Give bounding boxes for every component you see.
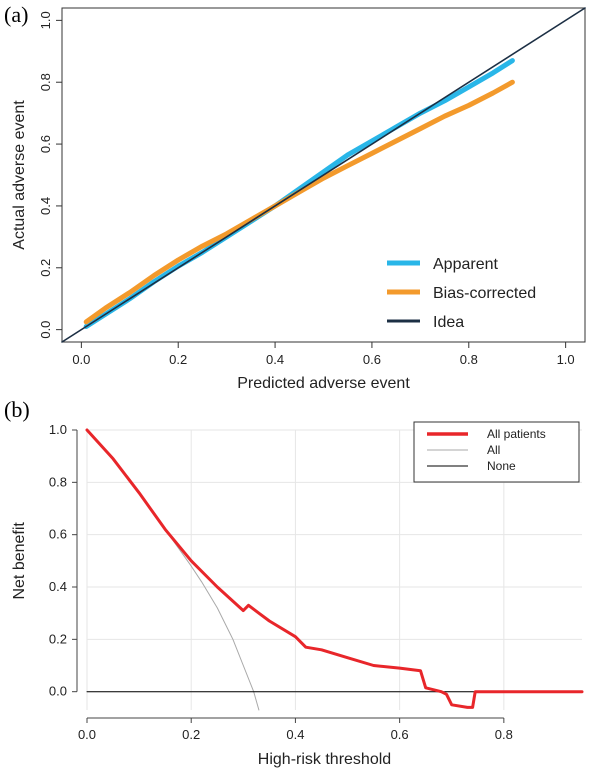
y-tick-label: 0.2: [38, 259, 53, 277]
x-axis-title: High-risk threshold: [258, 751, 391, 768]
series-line-bias-corrected: [83, 79, 515, 325]
y-axis-ticks: 0.0 0.2 0.4 0.6 0.8 1.0: [38, 11, 62, 339]
y-axis-title: Actual adverse event: [11, 100, 28, 250]
x-axis-ticks: 0.0 0.2 0.4 0.6 0.8: [78, 717, 513, 742]
y-tick-label: 0.4: [49, 579, 67, 594]
series-line-idea: [61, 7, 586, 343]
legend-label-bias-corrected: Bias-corrected: [433, 285, 536, 302]
x-tick-label: 0.6: [391, 727, 409, 742]
x-tick-label: 0.2: [169, 352, 187, 367]
x-tick-label: 0.8: [460, 352, 478, 367]
y-tick-label: 1.0: [38, 11, 53, 29]
y-tick-label: 0.0: [38, 321, 53, 339]
panel-a-label: (a): [4, 2, 28, 27]
legend-box: [413, 421, 580, 483]
x-tick-label: 0.4: [266, 352, 284, 367]
y-tick-label: 0.0: [49, 684, 67, 699]
legend: All patients All None: [413, 421, 580, 483]
x-tick-label: 1.0: [557, 352, 575, 367]
legend-label-apparent: Apparent: [433, 256, 498, 273]
series-lines: [85, 428, 584, 711]
x-tick-label: 0.2: [182, 727, 200, 742]
x-tick-label: 0.8: [495, 727, 513, 742]
series-lines: [61, 7, 586, 343]
legend-label-all: All: [487, 443, 500, 457]
plot-area-frame: [61, 7, 586, 343]
series-line-all: [86, 429, 260, 711]
y-tick-label: 0.6: [49, 527, 67, 542]
y-axis-ticks: 0.0 0.2 0.4 0.6 0.8 1.0: [49, 422, 78, 699]
y-tick-label: 0.8: [38, 73, 53, 91]
x-tick-label: 0.0: [78, 727, 96, 742]
panel-b-label: (b): [4, 397, 30, 422]
y-tick-label: 0.2: [49, 631, 67, 646]
x-axis-ticks: 0.0 0.2 0.4 0.6 0.8 1.0: [72, 342, 575, 367]
series-line-all-patients: [85, 428, 584, 709]
calibration-panel: (a) 0.0 0.2 0.4 0.6 0.8 1.0 0.0 0.2 0.4 0.6 0.8 1.…: [4, 2, 586, 392]
legend: Apparent Bias-corrected Idea: [387, 256, 536, 331]
y-axis-title: Net benefit: [11, 522, 28, 600]
series-line-apparent: [83, 58, 515, 329]
x-axis-title: Predicted adverse event: [237, 375, 410, 392]
y-tick-label: 0.4: [38, 197, 53, 215]
legend-label-none: None: [487, 459, 516, 473]
x-tick-label: 0.6: [363, 352, 381, 367]
y-tick-label: 0.8: [49, 474, 67, 489]
legend-label-all-patients: All patients: [487, 427, 546, 441]
decision-curve-panel: (b) 0.0 0.2 0.4 0.6 0.8 0.0 0.2 0.4 0.6 0.8 1.0 H…: [4, 397, 584, 768]
x-tick-label: 0.0: [72, 352, 90, 367]
x-tick-label: 0.4: [286, 727, 304, 742]
y-tick-label: 1.0: [49, 422, 67, 437]
legend-label-idea: Idea: [433, 314, 464, 331]
y-tick-label: 0.6: [38, 135, 53, 153]
